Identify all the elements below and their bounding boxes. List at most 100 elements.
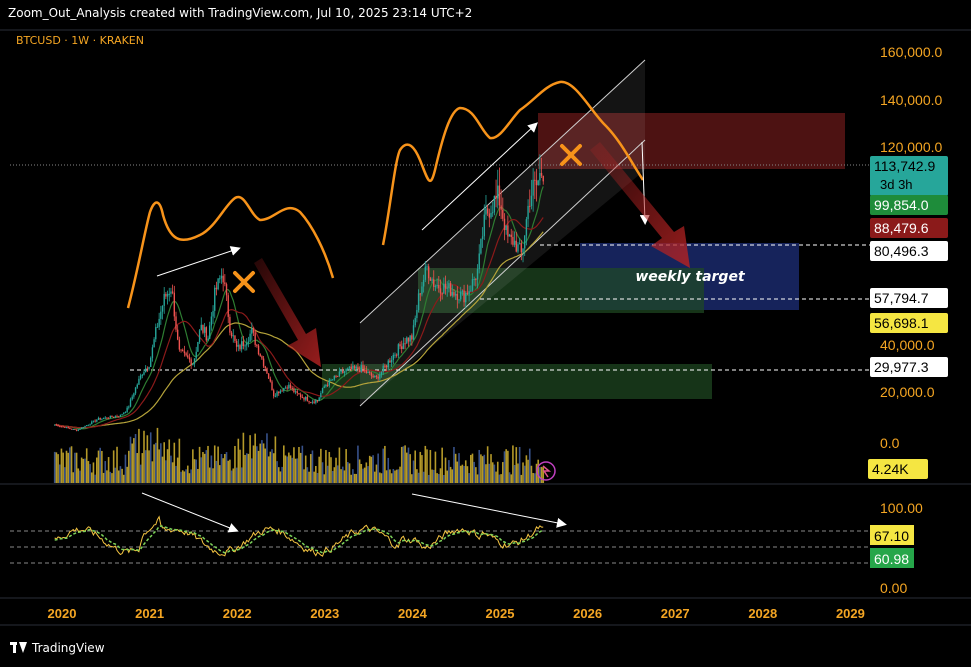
tradingview-logo[interactable]: TradingView: [10, 641, 105, 655]
volume-bar: [362, 468, 364, 483]
volume-bar: [367, 466, 369, 483]
volume-bar: [515, 447, 518, 483]
volume-bar: [431, 469, 433, 483]
candle: [153, 337, 155, 348]
candle: [176, 325, 179, 341]
candle: [493, 195, 496, 216]
volume-bar: [392, 468, 395, 483]
weekly-target-label: weekly target: [635, 269, 746, 285]
candle: [542, 175, 544, 185]
price-badge-value: 57,794.7: [874, 290, 929, 306]
volume-bar: [416, 469, 418, 483]
volume-bar: [173, 442, 176, 483]
volume-bar: [508, 472, 511, 483]
volume-bar: [328, 451, 331, 483]
candle: [326, 382, 329, 387]
price-badge-value: 99,854.0: [874, 197, 929, 213]
candle: [65, 426, 68, 429]
candle: [94, 419, 96, 423]
candle: [323, 384, 325, 389]
candle: [173, 285, 176, 321]
candle: [242, 335, 245, 350]
rsi-ma-badge: 60.98: [870, 548, 914, 568]
volume-bar: [432, 469, 435, 483]
volume-bar: [321, 462, 324, 483]
rsi-value-badge: 67.10: [870, 525, 914, 545]
candle: [62, 426, 64, 428]
volume-bar: [213, 445, 216, 483]
candle: [214, 285, 216, 319]
candle: [299, 392, 302, 400]
candle: [133, 392, 135, 399]
candle: [190, 357, 192, 369]
price-tick-label: 120,000.0: [880, 139, 942, 155]
volume-bar: [483, 454, 486, 483]
candle: [316, 400, 319, 403]
candle: [367, 368, 369, 374]
symbol-label[interactable]: BTCUSD · 1W · KRAKEN: [16, 34, 144, 47]
candle: [171, 284, 174, 295]
candle: [91, 420, 93, 425]
volume-bar: [308, 471, 310, 483]
volume-bar: [464, 460, 467, 483]
candle: [286, 385, 288, 391]
candlesticks: [54, 154, 544, 432]
volume-bar: [507, 450, 509, 483]
rsi-indicator: [54, 515, 544, 557]
candle: [348, 366, 351, 371]
volume-bar: [299, 452, 302, 483]
candle: [476, 264, 479, 289]
volume-bar: [485, 464, 487, 483]
candle: [101, 418, 103, 421]
volume-bar: [112, 450, 115, 483]
rsi-tick-label: 0.00: [880, 580, 907, 596]
candle: [289, 382, 292, 390]
candle: [443, 277, 445, 294]
candle: [219, 275, 221, 284]
candle: [185, 351, 187, 357]
candle: [325, 384, 327, 388]
candle: [107, 417, 110, 420]
candle: [116, 414, 118, 418]
tradingview-logo-icon: [10, 642, 28, 654]
volume-bar: [368, 455, 371, 483]
volume-bar: [249, 435, 251, 483]
volume-bar: [503, 451, 506, 483]
volume-bar: [64, 467, 66, 483]
candle: [518, 238, 521, 245]
candle: [72, 428, 74, 431]
volume-bar: [333, 467, 336, 483]
rsi-ma-line: [54, 525, 544, 554]
candle: [382, 363, 384, 375]
volume-bar: [490, 454, 492, 483]
moving-average-line: [54, 231, 544, 429]
volume-bar: [271, 449, 273, 483]
volume-bar: [80, 457, 83, 483]
volume-bar: [107, 457, 110, 483]
candle: [363, 365, 366, 373]
volume-bar: [69, 447, 71, 483]
volume-bar: [525, 455, 528, 483]
volume-bar: [202, 452, 204, 483]
candle: [395, 353, 398, 358]
candle: [59, 425, 61, 428]
volume-bar: [245, 453, 248, 483]
candle: [278, 391, 280, 396]
candle: [424, 260, 427, 283]
volume-bar: [165, 460, 167, 483]
candle: [384, 363, 386, 369]
volume-bar: [122, 474, 125, 483]
volume-bar: [72, 472, 75, 483]
candle: [485, 195, 487, 220]
candle: [232, 329, 234, 343]
candle: [129, 397, 132, 408]
candle: [112, 416, 115, 419]
volume-bar: [205, 450, 208, 483]
rsi-tick-label: 100.00: [880, 500, 923, 516]
volume-bar: [419, 451, 422, 483]
replay-icon[interactable]: [536, 461, 556, 481]
candle: [310, 401, 312, 404]
volume-bar: [99, 447, 101, 483]
candle: [86, 424, 88, 427]
